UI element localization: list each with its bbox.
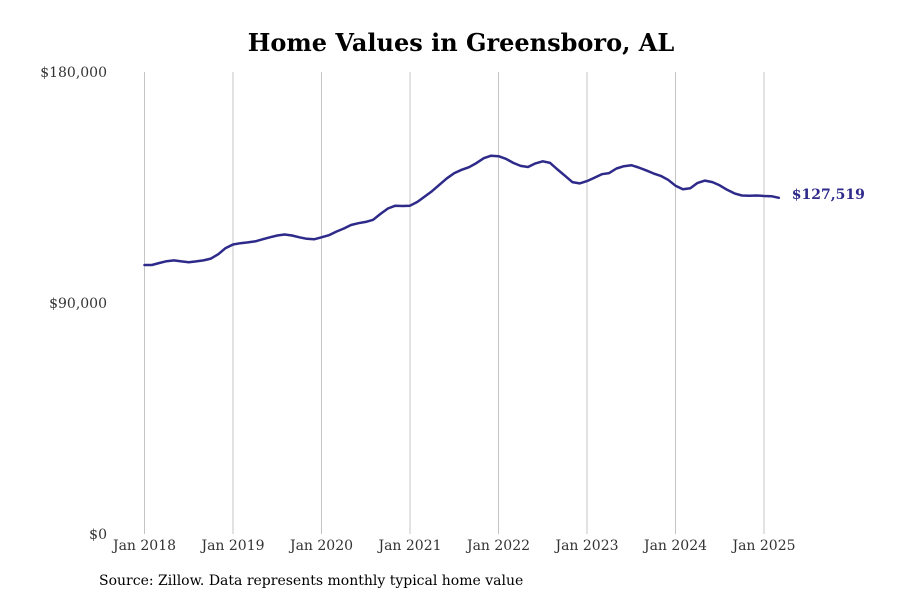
series-end-label: $127,519 (792, 187, 865, 203)
series-line (143, 154, 781, 267)
x-axis-ticks: Jan 2018 Jan 2019 Jan 2020 Jan 2021 Jan 2022… (111, 538, 796, 554)
x-tick-label: Jan 2019 (199, 538, 264, 554)
x-tick-label: Jan 2023 (553, 538, 618, 554)
y-tick-label: $180,000 (40, 65, 107, 81)
x-tick-label: Jan 2020 (288, 538, 353, 554)
series-layer: $127,519 (143, 154, 865, 267)
x-tick-label: Jan 2024 (642, 538, 707, 554)
x-tick-label: Jan 2022 (465, 538, 530, 554)
y-tick-label: $90,000 (49, 296, 107, 312)
chart-title: Home Values in Greensboro, AL (247, 28, 675, 57)
y-tick-label: $0 (89, 527, 107, 543)
grid-lines (144, 72, 765, 534)
x-tick-label: Jan 2021 (376, 538, 441, 554)
x-tick-label: Jan 2018 (111, 538, 176, 554)
x-tick-label: Jan 2025 (730, 538, 795, 554)
y-axis-ticks: $180,000 $90,000 $0 (40, 65, 107, 543)
source-note: Source: Zillow. Data represents monthly … (99, 573, 524, 589)
